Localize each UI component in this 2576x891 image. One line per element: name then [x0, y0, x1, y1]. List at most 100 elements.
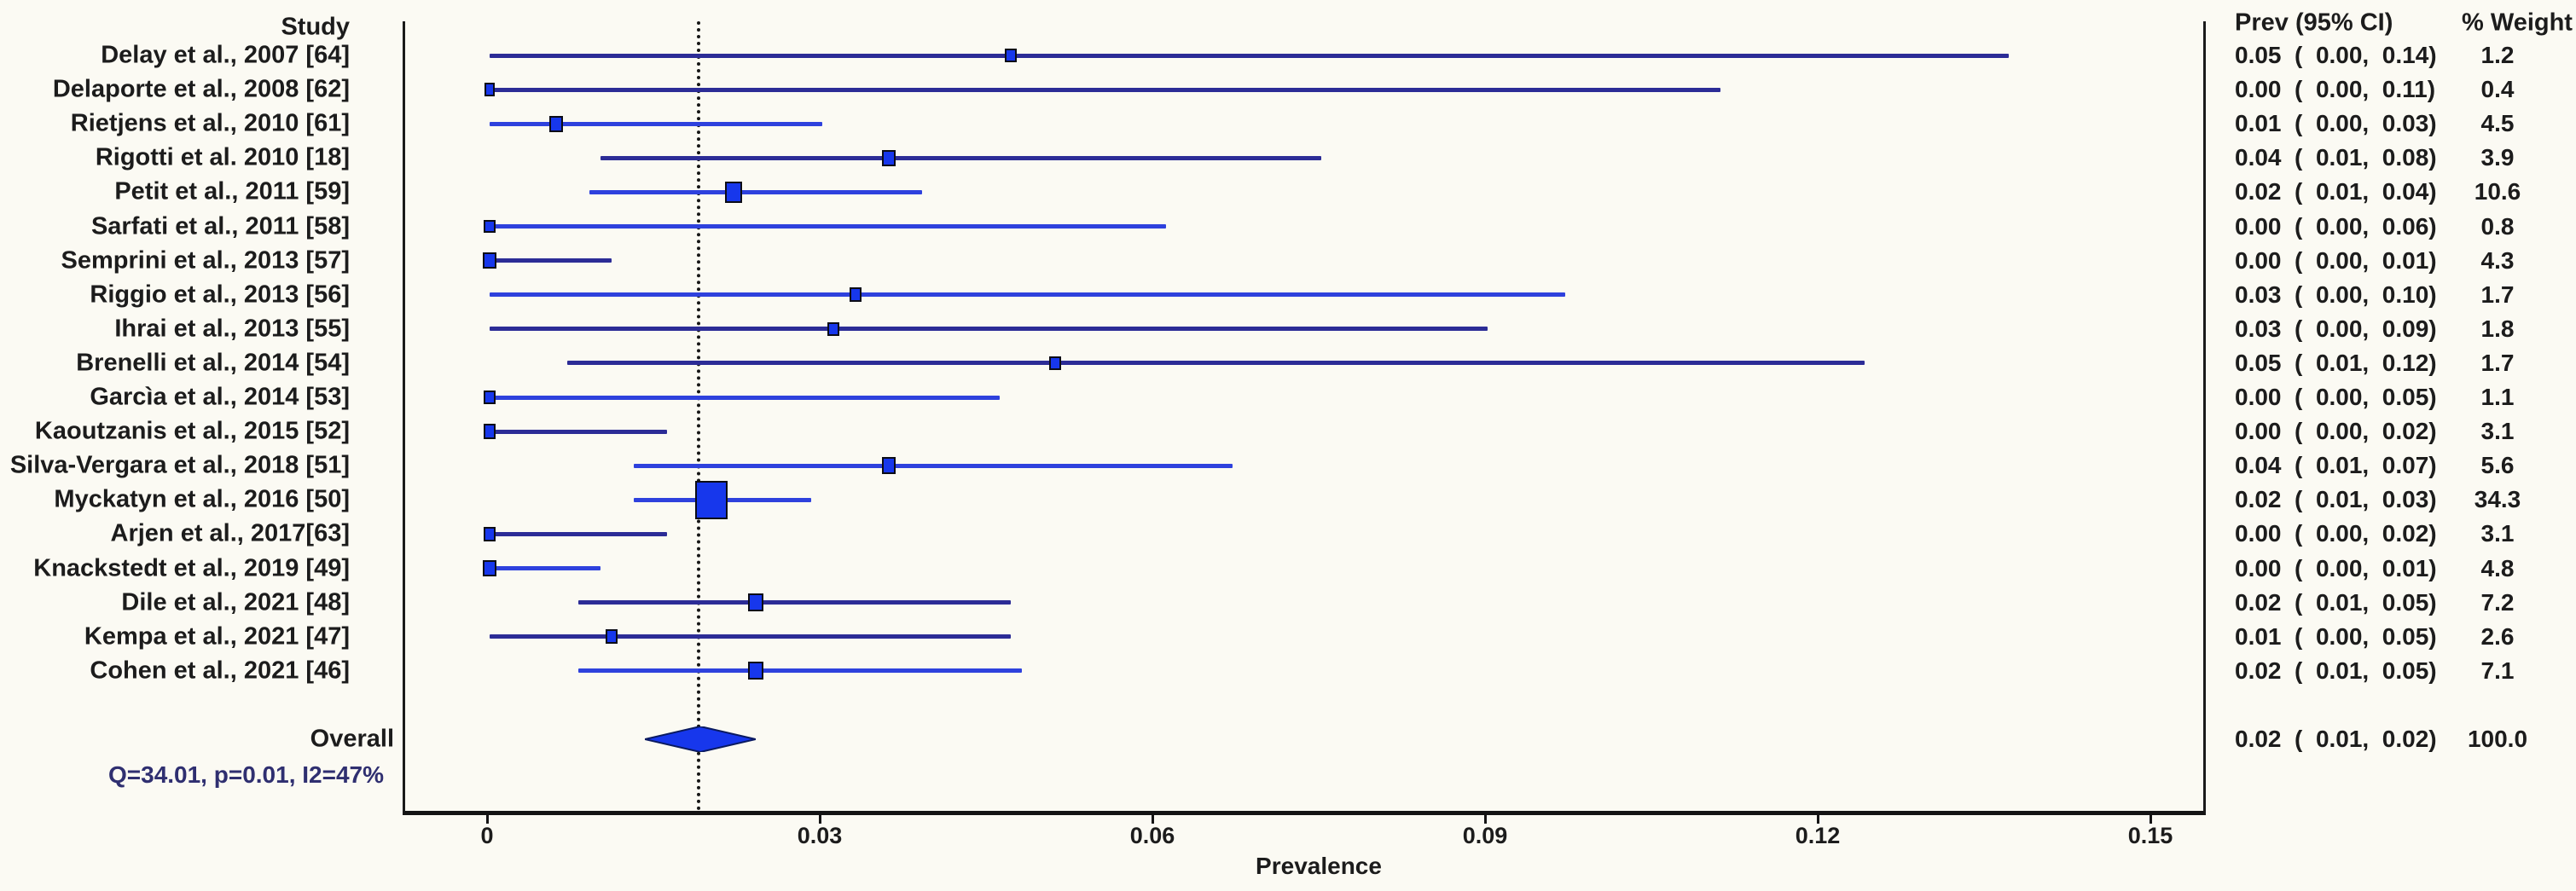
- study-label: Rigotti et al. 2010 [18]: [95, 143, 350, 171]
- study-label: Rietjens et al., 2010 [61]: [70, 109, 350, 137]
- study-label: Petit et al., 2011 [59]: [114, 177, 350, 205]
- ci-line: [490, 395, 1000, 400]
- prev-ci-value: 0.00 ( 0.00, 0.06): [2235, 212, 2437, 240]
- study-label: Garcìa et al., 2014 [53]: [90, 383, 350, 411]
- column-header-prev-ci: Prev (95% CI): [2235, 9, 2393, 37]
- x-axis-tick: [2149, 811, 2152, 824]
- ci-line: [490, 634, 1011, 639]
- column-header-weight: % Weight: [2462, 9, 2573, 37]
- study-label: Kaoutzanis et al., 2015 [52]: [34, 417, 350, 445]
- weight-value: 4.5: [2480, 110, 2515, 137]
- point-estimate-marker: [882, 150, 896, 166]
- prev-ci-value: 0.00 ( 0.00, 0.05): [2235, 384, 2437, 410]
- weight-value: 0.8: [2480, 212, 2515, 240]
- weight-value: 34.3: [2474, 486, 2521, 513]
- x-axis-tick: [1151, 811, 1154, 824]
- study-label: Cohen et al., 2021 [46]: [90, 657, 350, 685]
- x-axis-tick: [485, 811, 489, 824]
- ci-line: [490, 292, 1565, 298]
- weight-value: 1.7: [2480, 281, 2515, 308]
- prev-ci-value: 0.00 ( 0.00, 0.01): [2235, 246, 2437, 274]
- ci-line: [490, 531, 667, 536]
- point-estimate-marker: [484, 219, 496, 234]
- overall-prev-ci-value: 0.02 ( 0.01, 0.02): [2235, 726, 2437, 752]
- prev-ci-value: 0.05 ( 0.01, 0.12): [2235, 349, 2437, 376]
- ci-line: [490, 224, 1166, 229]
- point-estimate-marker: [483, 526, 496, 542]
- weight-value: 4.3: [2480, 246, 2515, 274]
- point-estimate-marker: [850, 287, 862, 302]
- weight-value: 1.7: [2480, 349, 2515, 376]
- study-label: Delaporte et al., 2008 [62]: [52, 75, 350, 103]
- study-label: Knackstedt et al., 2019 [49]: [33, 554, 350, 581]
- prev-ci-value: 0.00 ( 0.00, 0.01): [2235, 554, 2437, 581]
- weight-value: 7.1: [2480, 657, 2515, 684]
- weight-value: 3.1: [2480, 418, 2515, 445]
- prev-ci-value: 0.05 ( 0.00, 0.14): [2235, 42, 2437, 68]
- weight-value: 4.8: [2480, 554, 2515, 581]
- study-label: Myckatyn et al., 2016 [50]: [54, 485, 350, 513]
- point-estimate-marker: [1049, 356, 1061, 371]
- point-estimate-marker: [549, 115, 563, 132]
- weight-value: 3.1: [2480, 520, 2515, 547]
- x-axis-label: Prevalence: [1256, 853, 1382, 879]
- prev-ci-value: 0.01 ( 0.00, 0.03): [2235, 110, 2437, 137]
- study-label: Riggio et al., 2013 [56]: [90, 281, 350, 309]
- weight-value: 7.2: [2480, 588, 2515, 616]
- weight-value: 3.9: [2480, 144, 2515, 171]
- prev-ci-value: 0.04 ( 0.01, 0.07): [2235, 452, 2437, 479]
- point-estimate-marker: [748, 593, 763, 612]
- overall-label: Overall: [310, 725, 394, 753]
- prev-ci-value: 0.00 ( 0.00, 0.02): [2235, 418, 2437, 445]
- point-estimate-marker: [484, 83, 496, 96]
- x-axis-tick-label: 0.06: [1129, 823, 1175, 848]
- ci-line: [490, 327, 1488, 332]
- point-estimate-marker: [724, 182, 743, 203]
- ci-line: [490, 566, 600, 570]
- weight-value: 10.6: [2474, 178, 2521, 205]
- study-label: Brenelli et al., 2014 [54]: [76, 349, 350, 377]
- point-estimate-marker: [881, 457, 896, 475]
- study-label: Delay et al., 2007 [64]: [101, 41, 350, 69]
- study-label: Arjen et al., 2017[63]: [110, 519, 350, 547]
- prev-ci-value: 0.00 ( 0.00, 0.02): [2235, 520, 2437, 547]
- study-label: Semprini et al., 2013 [57]: [61, 246, 350, 275]
- prev-ci-value: 0.04 ( 0.01, 0.08): [2235, 144, 2437, 171]
- x-axis-tick-label: 0.09: [1462, 823, 1508, 848]
- ci-line: [490, 429, 667, 434]
- point-estimate-marker: [748, 662, 763, 680]
- prev-ci-value: 0.01 ( 0.00, 0.05): [2235, 622, 2437, 650]
- weight-value: 2.6: [2480, 622, 2515, 650]
- ci-line: [567, 361, 1865, 366]
- x-axis-tick: [1483, 811, 1487, 824]
- prev-ci-value: 0.02 ( 0.01, 0.04): [2235, 178, 2437, 205]
- x-axis-tick-label: 0: [480, 823, 494, 848]
- x-axis-tick-label: 0.15: [2127, 823, 2173, 848]
- prev-ci-value: 0.00 ( 0.00, 0.11): [2235, 76, 2436, 103]
- overall-weight-value: 100.0: [2467, 726, 2528, 752]
- x-axis-tick-label: 0.12: [1795, 823, 1841, 848]
- ci-line: [490, 121, 822, 126]
- overall-diamond: [645, 726, 756, 752]
- point-estimate-marker: [482, 559, 497, 577]
- point-estimate-marker: [1005, 48, 1017, 63]
- point-estimate-marker: [827, 321, 839, 337]
- weight-value: 1.8: [2480, 315, 2515, 342]
- ci-line: [600, 155, 1321, 160]
- prev-ci-value: 0.03 ( 0.00, 0.10): [2235, 281, 2437, 308]
- plot-area: [403, 21, 2206, 815]
- prev-ci-value: 0.02 ( 0.01, 0.03): [2235, 486, 2437, 513]
- ci-line: [634, 463, 1233, 468]
- prev-ci-value: 0.03 ( 0.00, 0.09): [2235, 315, 2437, 342]
- weight-value: 0.4: [2480, 76, 2515, 103]
- ci-line: [578, 668, 1022, 674]
- study-label: Silva-Vergara et al., 2018 [51]: [9, 451, 350, 479]
- ci-line: [578, 600, 1011, 605]
- column-header-study: Study: [281, 13, 350, 41]
- study-label: Kempa et al., 2021 [47]: [84, 622, 350, 651]
- x-axis-tick: [818, 811, 821, 824]
- weight-value: 1.1: [2480, 384, 2515, 410]
- prev-ci-value: 0.02 ( 0.01, 0.05): [2235, 657, 2437, 684]
- study-label: Ihrai et al., 2013 [55]: [114, 315, 350, 343]
